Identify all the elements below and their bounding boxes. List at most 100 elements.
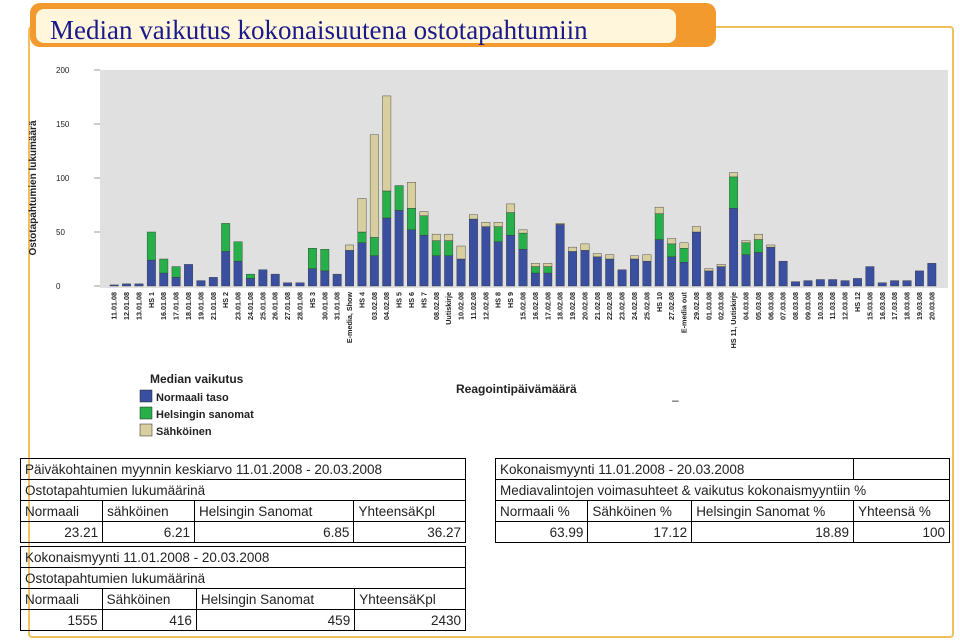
bar-segment (469, 218, 478, 287)
bar-segment (530, 263, 540, 267)
bar-segment (394, 185, 404, 211)
bar-segment (716, 264, 726, 267)
legend-swatch-sahkoinen (139, 423, 153, 437)
bar-segment (555, 223, 565, 225)
x-tick-label: 21.01.08 (209, 292, 218, 320)
bar-segment (184, 264, 193, 287)
table2-value: 2430 (354, 609, 466, 631)
bar-segment (493, 226, 503, 242)
x-tick-label: 11.01.08 (110, 292, 119, 320)
chart-area: 0 50 100 150 200 11.01.08 12.01.08 13.01.08 HS … (28, 58, 948, 454)
x-tick-label: 12.01.08 (122, 292, 131, 320)
table3-value: 100 (853, 521, 950, 543)
bar-segment (679, 247, 689, 263)
x-tick-label: 16.02.08 (531, 292, 540, 320)
x-tick-label: 06.03.08 (766, 292, 775, 320)
bar-segment (568, 246, 577, 252)
x-tick-label: HS 8 (494, 292, 503, 308)
x-tick-label: 26.01.08 (271, 292, 280, 320)
bar-segment (456, 258, 466, 287)
x-tick-label: 10.03.08 (816, 292, 825, 320)
table3-value: 17.12 (587, 521, 693, 543)
bar-segment (357, 198, 367, 233)
x-tick-label: 18.03.08 (903, 292, 912, 320)
table1-title1: Päiväkohtainen myynnin keskiarvo 11.01.2… (20, 458, 466, 480)
bar-segment (146, 259, 156, 287)
table3-header: Helsingin Sanomat % (691, 500, 855, 522)
x-tick-label: HS 3 (308, 292, 317, 308)
bar-segment (506, 212, 516, 236)
x-tick-label: 01.03.08 (704, 292, 713, 320)
bar-segment (407, 182, 416, 209)
bar-segment (122, 283, 131, 287)
page-title: Median vaikutus kokonaisuutena ostotapah… (50, 15, 588, 45)
bar-segment (221, 223, 231, 252)
bar-segment (171, 277, 181, 287)
x-tick-label: 18.02.08 (556, 292, 565, 320)
x-tick-label: 03.02.08 (370, 292, 379, 320)
bar-segment (803, 280, 813, 287)
x-tick-label: 28.01.08 (296, 292, 305, 320)
x-tick-label: 18.01.08 (184, 292, 193, 320)
bar-segment (233, 241, 243, 262)
bar-segment (778, 260, 788, 287)
bar-segment (543, 266, 553, 274)
table1-value: 6.21 (102, 521, 196, 543)
y-axis-label: Ostotapahtumien lukumäärä (28, 120, 39, 255)
legend-swatch-normaali (139, 389, 153, 403)
bar-segment (159, 258, 169, 274)
x-tick-label: HS 1 (147, 292, 156, 308)
legend: Median vaikutus Normaali taso Helsingin … (139, 372, 254, 438)
bar-segment (692, 231, 701, 287)
x-tick-label: 23.02.08 (618, 292, 627, 320)
bar-segment (369, 134, 379, 238)
bars (109, 95, 937, 287)
x-tick-label: 17.02.08 (543, 292, 552, 320)
y-tick-label: 150 (56, 120, 70, 129)
x-tick-label: HS 9 (506, 292, 515, 308)
bar-segment (407, 208, 416, 231)
bar-segment (679, 242, 689, 249)
table3-value: 18.89 (691, 521, 855, 543)
bar-segment (246, 273, 255, 279)
bar-segment (729, 176, 739, 209)
table1-header: Normaali (19, 500, 104, 522)
bar-segment (357, 231, 367, 244)
bar-segment (654, 206, 664, 214)
bar-segment (233, 260, 243, 287)
x-axis-label: Reagointipäivämäärä (456, 382, 577, 396)
bar-segment (692, 226, 701, 233)
bar-segment (766, 246, 776, 287)
bar-segment (307, 268, 317, 287)
bar-segment (196, 280, 206, 287)
x-tick-label: HS 4 (357, 292, 366, 308)
x-tick-label: 27.02.08 (667, 292, 676, 320)
x-tick-label: 12.03.08 (841, 292, 850, 320)
table3-value: 63.99 (494, 521, 589, 543)
bar-segment (493, 241, 503, 287)
x-tick-label: 30.01.08 (320, 292, 329, 320)
table3-empty-cell (853, 458, 950, 480)
table2-title2: Ostotapahtumien lukumäärinä (20, 567, 466, 589)
bar-segment (530, 266, 540, 274)
bar-segment (444, 240, 454, 256)
bar-segment (444, 255, 454, 287)
x-tick-label: 08.02.08 (432, 292, 441, 320)
bar-segment (456, 245, 466, 260)
x-tick-label: E-media, Show (345, 292, 354, 344)
bar-segment (605, 258, 615, 287)
bar-segment (667, 256, 677, 287)
x-tick-label: 19.02.08 (568, 292, 577, 320)
table3-header: Yhteensä % (853, 500, 950, 522)
x-tick-label: 11.03.08 (828, 292, 837, 320)
bar-segment (568, 251, 577, 287)
x-tick-label: HS 2 (221, 292, 230, 308)
table1-header: YhteensäKpl (353, 500, 466, 522)
x-tick-label: 15.02.08 (519, 292, 528, 320)
bar-segment (642, 254, 652, 262)
x-tick-label: HS 6 (407, 292, 416, 308)
bar-segment (902, 280, 912, 287)
bar-segment (369, 255, 379, 287)
table1-value: 36.27 (353, 521, 466, 543)
x-tick-label: 19.01.08 (196, 292, 205, 320)
